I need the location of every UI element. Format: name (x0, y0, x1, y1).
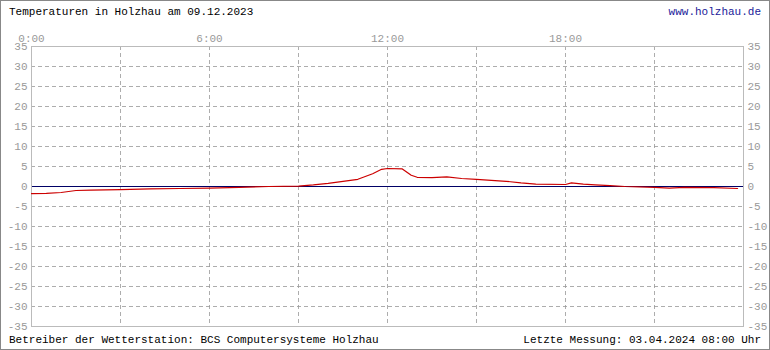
svg-text:-25: -25 (748, 281, 768, 293)
svg-text:35: 35 (748, 41, 761, 53)
svg-text:0: 0 (748, 181, 755, 193)
svg-text:-35: -35 (748, 321, 768, 333)
svg-text:-10: -10 (748, 221, 768, 233)
svg-text:15: 15 (14, 121, 27, 133)
svg-text:-25: -25 (8, 281, 28, 293)
svg-text:-10: -10 (8, 221, 28, 233)
svg-text:-35: -35 (8, 321, 28, 333)
svg-text:-20: -20 (8, 261, 28, 273)
html-text:Letzte Messung: 03.04.2024 08:: Letzte Messung: 03.04.2024 08:00 Uhr (523, 334, 761, 346)
svg-text:-5: -5 (748, 201, 761, 213)
svg-text:20: 20 (748, 101, 761, 113)
svg-text:-15: -15 (748, 241, 768, 253)
svg-text:30: 30 (748, 61, 761, 73)
svg-text:5: 5 (748, 161, 755, 173)
svg-text:-15: -15 (8, 241, 28, 253)
svg-text:5: 5 (21, 161, 28, 173)
svg-text:18:00: 18:00 (549, 33, 582, 45)
svg-text:25: 25 (748, 81, 761, 93)
svg-text:25: 25 (14, 81, 27, 93)
html-text:Betreiber der Wetterstation: B: Betreiber der Wetterstation: BCS Compute… (9, 334, 379, 346)
svg-text:10: 10 (748, 141, 761, 153)
svg-text:35: 35 (14, 41, 28, 53)
svg-text:20: 20 (14, 101, 27, 113)
html-text:Temperaturen in Holzhau am 09.: Temperaturen in Holzhau am 09.12.2023 (9, 6, 254, 18)
svg-text:0:00: 0:00 (18, 33, 44, 45)
svg-text:-5: -5 (14, 201, 27, 213)
svg-text:30: 30 (14, 61, 27, 73)
html-text:www.holzhau.de: www.holzhau.de (668, 6, 761, 18)
svg-text:10: 10 (14, 141, 27, 153)
svg-text:15: 15 (748, 121, 761, 133)
svg-text:12:00: 12:00 (371, 33, 404, 45)
svg-text:0: 0 (21, 181, 28, 193)
svg-text:6:00: 6:00 (196, 33, 222, 45)
svg-text:-20: -20 (748, 261, 768, 273)
svg-text:-30: -30 (748, 301, 768, 313)
svg-text:-30: -30 (8, 301, 28, 313)
